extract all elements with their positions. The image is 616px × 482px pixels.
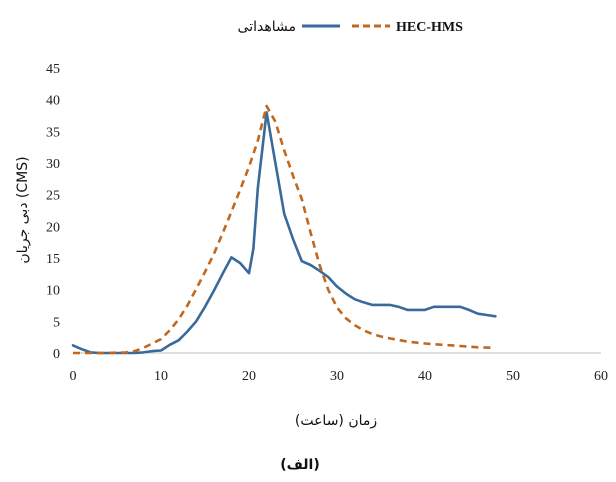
x-tick-label: 50 bbox=[506, 369, 520, 384]
x-tick-label: 20 bbox=[242, 369, 256, 384]
x-tick-label: 60 bbox=[594, 369, 608, 384]
series bbox=[71, 104, 497, 355]
y-axis-ticks: 0 5 10 15 20 25 30 35 40 45 bbox=[46, 62, 60, 362]
series-line-observed bbox=[71, 111, 497, 355]
y-tick-label: 0 bbox=[53, 347, 60, 362]
x-axis-title: زمان (ساعت) bbox=[295, 413, 377, 429]
x-tick-label: 0 bbox=[70, 369, 77, 384]
y-tick-label: 5 bbox=[53, 315, 60, 330]
y-tick-label: 25 bbox=[46, 189, 60, 204]
y-tick-label: 40 bbox=[46, 94, 60, 109]
x-tick-label: 40 bbox=[418, 369, 432, 384]
x-tick-label: 10 bbox=[154, 369, 168, 384]
y-tick-label: 15 bbox=[46, 252, 60, 267]
x-axis-ticks: 0 10 20 30 40 50 60 bbox=[70, 369, 609, 384]
y-tick-label: 30 bbox=[46, 157, 60, 172]
series-line-hec-hms bbox=[73, 104, 496, 355]
legend-label-hec-hms: HEC-HMS bbox=[396, 20, 463, 35]
y-tick-label: 45 bbox=[46, 62, 60, 77]
y-tick-label: 10 bbox=[46, 284, 60, 299]
figure-caption: (الف) bbox=[280, 457, 320, 473]
legend-label-observed: مشاهداتی bbox=[238, 19, 296, 35]
y-tick-label: 20 bbox=[46, 220, 60, 235]
x-tick-label: 30 bbox=[330, 369, 344, 384]
y-axis-title: دبی جریان (CMS) bbox=[15, 156, 31, 263]
y-tick-label: 35 bbox=[46, 125, 60, 140]
legend: مشاهداتی HEC-HMS bbox=[238, 19, 464, 35]
